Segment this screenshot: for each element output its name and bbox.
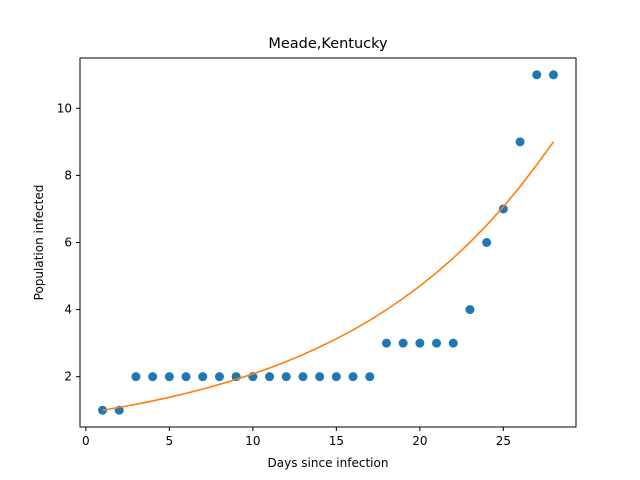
chart-title: Meade,Kentucky <box>268 36 388 52</box>
scatter-point <box>365 372 375 382</box>
scatter-point <box>148 372 158 382</box>
y-tick-label: 6 <box>64 236 72 250</box>
x-tick-label: 15 <box>329 434 344 448</box>
scatter-point <box>432 338 442 348</box>
y-tick-label: 8 <box>64 168 72 182</box>
x-tick-label: 0 <box>82 434 90 448</box>
scatter-point <box>265 372 275 382</box>
y-tick-label: 4 <box>64 303 72 317</box>
scatter-point <box>381 338 391 348</box>
x-tick-label: 25 <box>496 434 511 448</box>
scatter-point <box>181 372 191 382</box>
scatter-point <box>448 338 458 348</box>
x-tick-label: 20 <box>412 434 427 448</box>
scatter-point <box>515 137 525 147</box>
scatter-point <box>281 372 291 382</box>
x-tick-label: 5 <box>166 434 174 448</box>
scatter-point <box>398 338 408 348</box>
x-tick-label: 10 <box>245 434 260 448</box>
fit-curve <box>102 141 555 412</box>
y-axis-label: Population infected <box>32 185 46 301</box>
scatter-point <box>482 238 492 247</box>
scatter-point <box>498 204 508 214</box>
y-axis: 2 4 6 8 10 <box>57 101 80 384</box>
x-axis: 0 5 10 15 20 25 <box>82 427 511 448</box>
scatter-point <box>331 372 341 382</box>
plot-area <box>98 70 558 415</box>
scatter-point <box>131 372 141 382</box>
scatter-point <box>214 372 224 382</box>
scatter-point <box>315 372 325 382</box>
scatter-point <box>532 70 542 80</box>
scatter-point <box>415 338 425 348</box>
scatter-point <box>548 70 558 80</box>
x-axis-label: Days since infection <box>268 456 389 470</box>
y-tick-label: 2 <box>64 370 72 384</box>
scatter-point <box>348 372 358 382</box>
scatter-point <box>465 305 475 315</box>
scatter-point <box>164 372 174 382</box>
scatter-point <box>198 372 208 382</box>
scatter-point <box>298 372 308 382</box>
y-tick-label: 10 <box>57 101 72 115</box>
